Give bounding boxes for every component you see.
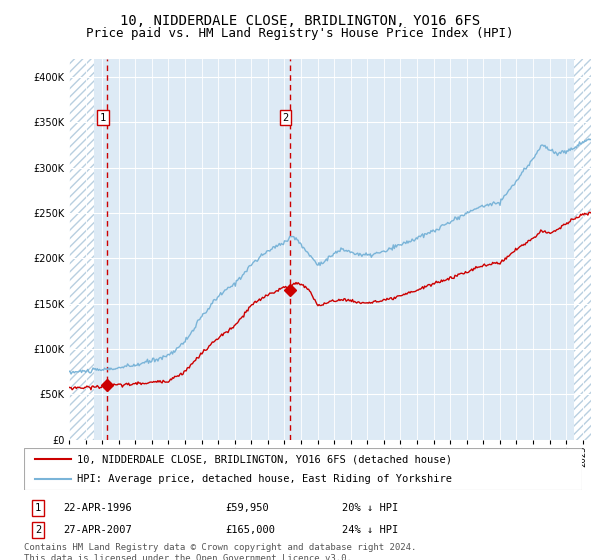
Text: 2: 2 bbox=[35, 525, 41, 535]
Text: £59,950: £59,950 bbox=[225, 503, 269, 513]
Text: 1: 1 bbox=[35, 503, 41, 513]
Text: This data is licensed under the Open Government Licence v3.0.: This data is licensed under the Open Gov… bbox=[24, 554, 352, 560]
Text: 10, NIDDERDALE CLOSE, BRIDLINGTON, YO16 6FS (detached house): 10, NIDDERDALE CLOSE, BRIDLINGTON, YO16 … bbox=[77, 454, 452, 464]
Text: £165,000: £165,000 bbox=[225, 525, 275, 535]
Text: 24% ↓ HPI: 24% ↓ HPI bbox=[342, 525, 398, 535]
FancyBboxPatch shape bbox=[24, 448, 582, 490]
Text: 22-APR-1996: 22-APR-1996 bbox=[63, 503, 132, 513]
Text: 27-APR-2007: 27-APR-2007 bbox=[63, 525, 132, 535]
Text: HPI: Average price, detached house, East Riding of Yorkshire: HPI: Average price, detached house, East… bbox=[77, 474, 452, 484]
Text: 20% ↓ HPI: 20% ↓ HPI bbox=[342, 503, 398, 513]
Text: 10, NIDDERDALE CLOSE, BRIDLINGTON, YO16 6FS: 10, NIDDERDALE CLOSE, BRIDLINGTON, YO16 … bbox=[120, 14, 480, 28]
Text: 2: 2 bbox=[283, 113, 289, 123]
Text: 1: 1 bbox=[100, 113, 106, 123]
Text: Price paid vs. HM Land Registry's House Price Index (HPI): Price paid vs. HM Land Registry's House … bbox=[86, 27, 514, 40]
Text: Contains HM Land Registry data © Crown copyright and database right 2024.: Contains HM Land Registry data © Crown c… bbox=[24, 543, 416, 552]
